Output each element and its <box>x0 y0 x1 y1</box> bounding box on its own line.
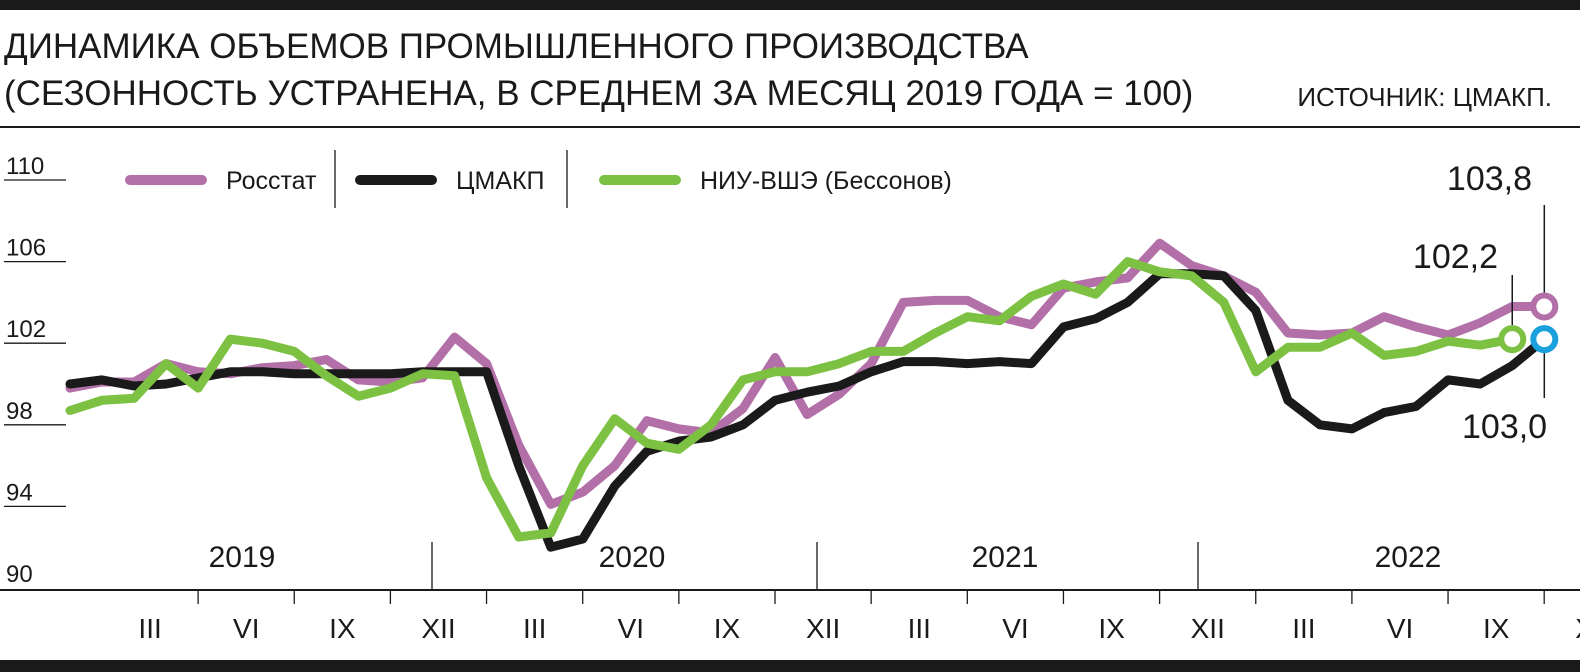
y-tick-label: 94 <box>6 479 33 506</box>
y-tick-label: 110 <box>6 153 44 180</box>
top-border <box>0 0 1580 10</box>
year-label: 2019 <box>209 541 276 574</box>
month-tick-label: VI <box>1002 613 1028 644</box>
month-tick-label: III <box>523 613 546 644</box>
chart-subtitle: (СЕЗОННОСТЬ УСТРАНЕНА, В СРЕДНЕМ ЗА МЕСЯ… <box>4 74 1193 113</box>
source-note: ИСТОЧНИК: ЦМАКП. <box>1297 82 1552 112</box>
year-label: 2022 <box>1375 541 1442 574</box>
chart-title: ДИНАМИКА ОБЪЕМОВ ПРОМЫШЛЕННОГО ПРОИЗВОДС… <box>4 27 1029 66</box>
month-tick-labels: III VI IX XII III VI IX XII III VI IX XII III VI IX XII <box>138 590 1580 644</box>
month-tick-label: III <box>1292 613 1315 644</box>
callout-label: 103,0 <box>1462 408 1547 446</box>
month-tick-label: XII <box>1575 613 1580 644</box>
value-callouts: 103,8 102,2 103,0 <box>1413 160 1547 446</box>
month-tick-label: III <box>138 613 161 644</box>
y-tick-label: 102 <box>6 316 46 343</box>
year-label: 2021 <box>972 541 1039 574</box>
y-gridlines <box>4 179 66 508</box>
legend: Росстат ЦМАКП НИУ-ВШЭ (Бессонов) <box>125 150 952 208</box>
legend-label: ЦМАКП <box>456 167 545 195</box>
month-tick-label: VI <box>618 613 644 644</box>
year-labels: 2019 2020 2021 2022 <box>209 541 1442 590</box>
end-marker <box>1530 325 1559 354</box>
month-tick-label: IX <box>1483 613 1510 644</box>
legend-label: НИУ-ВШЭ (Бессонов) <box>700 167 952 195</box>
y-tick-label: 90 <box>6 561 33 588</box>
month-tick-label: VI <box>1387 613 1413 644</box>
month-tick-label: XII <box>806 613 840 644</box>
month-tick-label: IX <box>714 613 741 644</box>
bottom-border <box>0 660 1580 672</box>
series-lines <box>65 238 1549 552</box>
y-axis-tick-labels: 110 106 102 98 94 90 <box>6 153 46 588</box>
series-line-hse <box>65 257 1517 542</box>
month-tick-label: XII <box>1191 613 1225 644</box>
end-marker <box>1530 292 1559 321</box>
callout-label: 102,2 <box>1413 238 1498 276</box>
y-tick-label: 98 <box>6 398 33 425</box>
series-line-rosstat <box>65 238 1549 509</box>
end-markers <box>1498 292 1559 354</box>
month-tick-label: IX <box>1098 613 1125 644</box>
month-tick-label: III <box>908 613 931 644</box>
month-tick-label: XII <box>421 613 455 644</box>
y-tick-label: 106 <box>6 235 46 262</box>
callout-label: 103,8 <box>1447 160 1532 198</box>
legend-label: Росстат <box>226 167 317 195</box>
series-line-cmakp <box>65 269 1549 552</box>
year-label: 2020 <box>599 541 666 574</box>
end-marker <box>1498 325 1527 354</box>
month-tick-label: VI <box>233 613 259 644</box>
month-tick-label: IX <box>329 613 356 644</box>
